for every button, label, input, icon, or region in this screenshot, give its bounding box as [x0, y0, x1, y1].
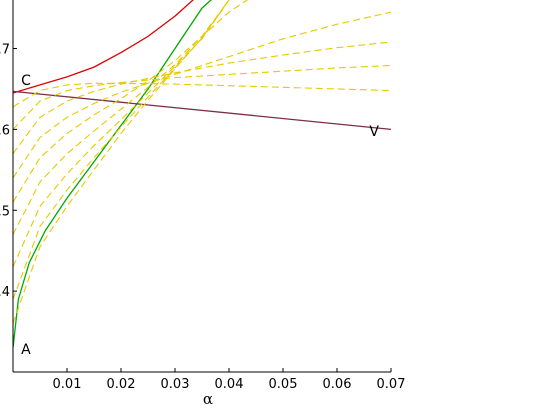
x-axis-label: α [203, 390, 213, 408]
labels-layer: 0.01 0.02 0.03 0.04 0.05 0.06 0.07 .4 .5 .6 .7 α A C V [0, 43, 405, 408]
x-tick-label: 0.04 [215, 377, 244, 392]
dashed-curve-6 [13, 0, 230, 235]
x-tick-label: 0.01 [53, 377, 82, 392]
series-layer [13, 0, 392, 348]
dashed-curve-4 [13, 11, 392, 179]
dashed-curve-5 [13, 0, 248, 203]
line-v [13, 90, 392, 131]
x-tick-label: 0.03 [161, 377, 190, 392]
point-label-a: A [21, 342, 31, 358]
point-label-v: V [369, 124, 379, 140]
x-tick-label: 0.06 [323, 377, 352, 392]
green-curve [13, 0, 212, 348]
dashed-curve-9 [13, 0, 230, 324]
dashed-curve-3 [13, 41, 392, 154]
red-curve [13, 0, 194, 94]
y-tick-label: .7 [0, 43, 10, 58]
point-label-c: C [21, 73, 31, 89]
y-tick-label: .6 [0, 123, 10, 138]
x-tick-label: 0.07 [377, 377, 406, 392]
x-tick-label: 0.02 [107, 377, 136, 392]
dashed-curve-2 [13, 64, 392, 130]
y-tick-label: .4 [0, 285, 10, 300]
x-tick-label: 0.05 [269, 377, 298, 392]
axes-layer [12, 0, 392, 373]
dashed-curve-1 [13, 82, 392, 108]
y-tick-label: .5 [0, 204, 10, 219]
